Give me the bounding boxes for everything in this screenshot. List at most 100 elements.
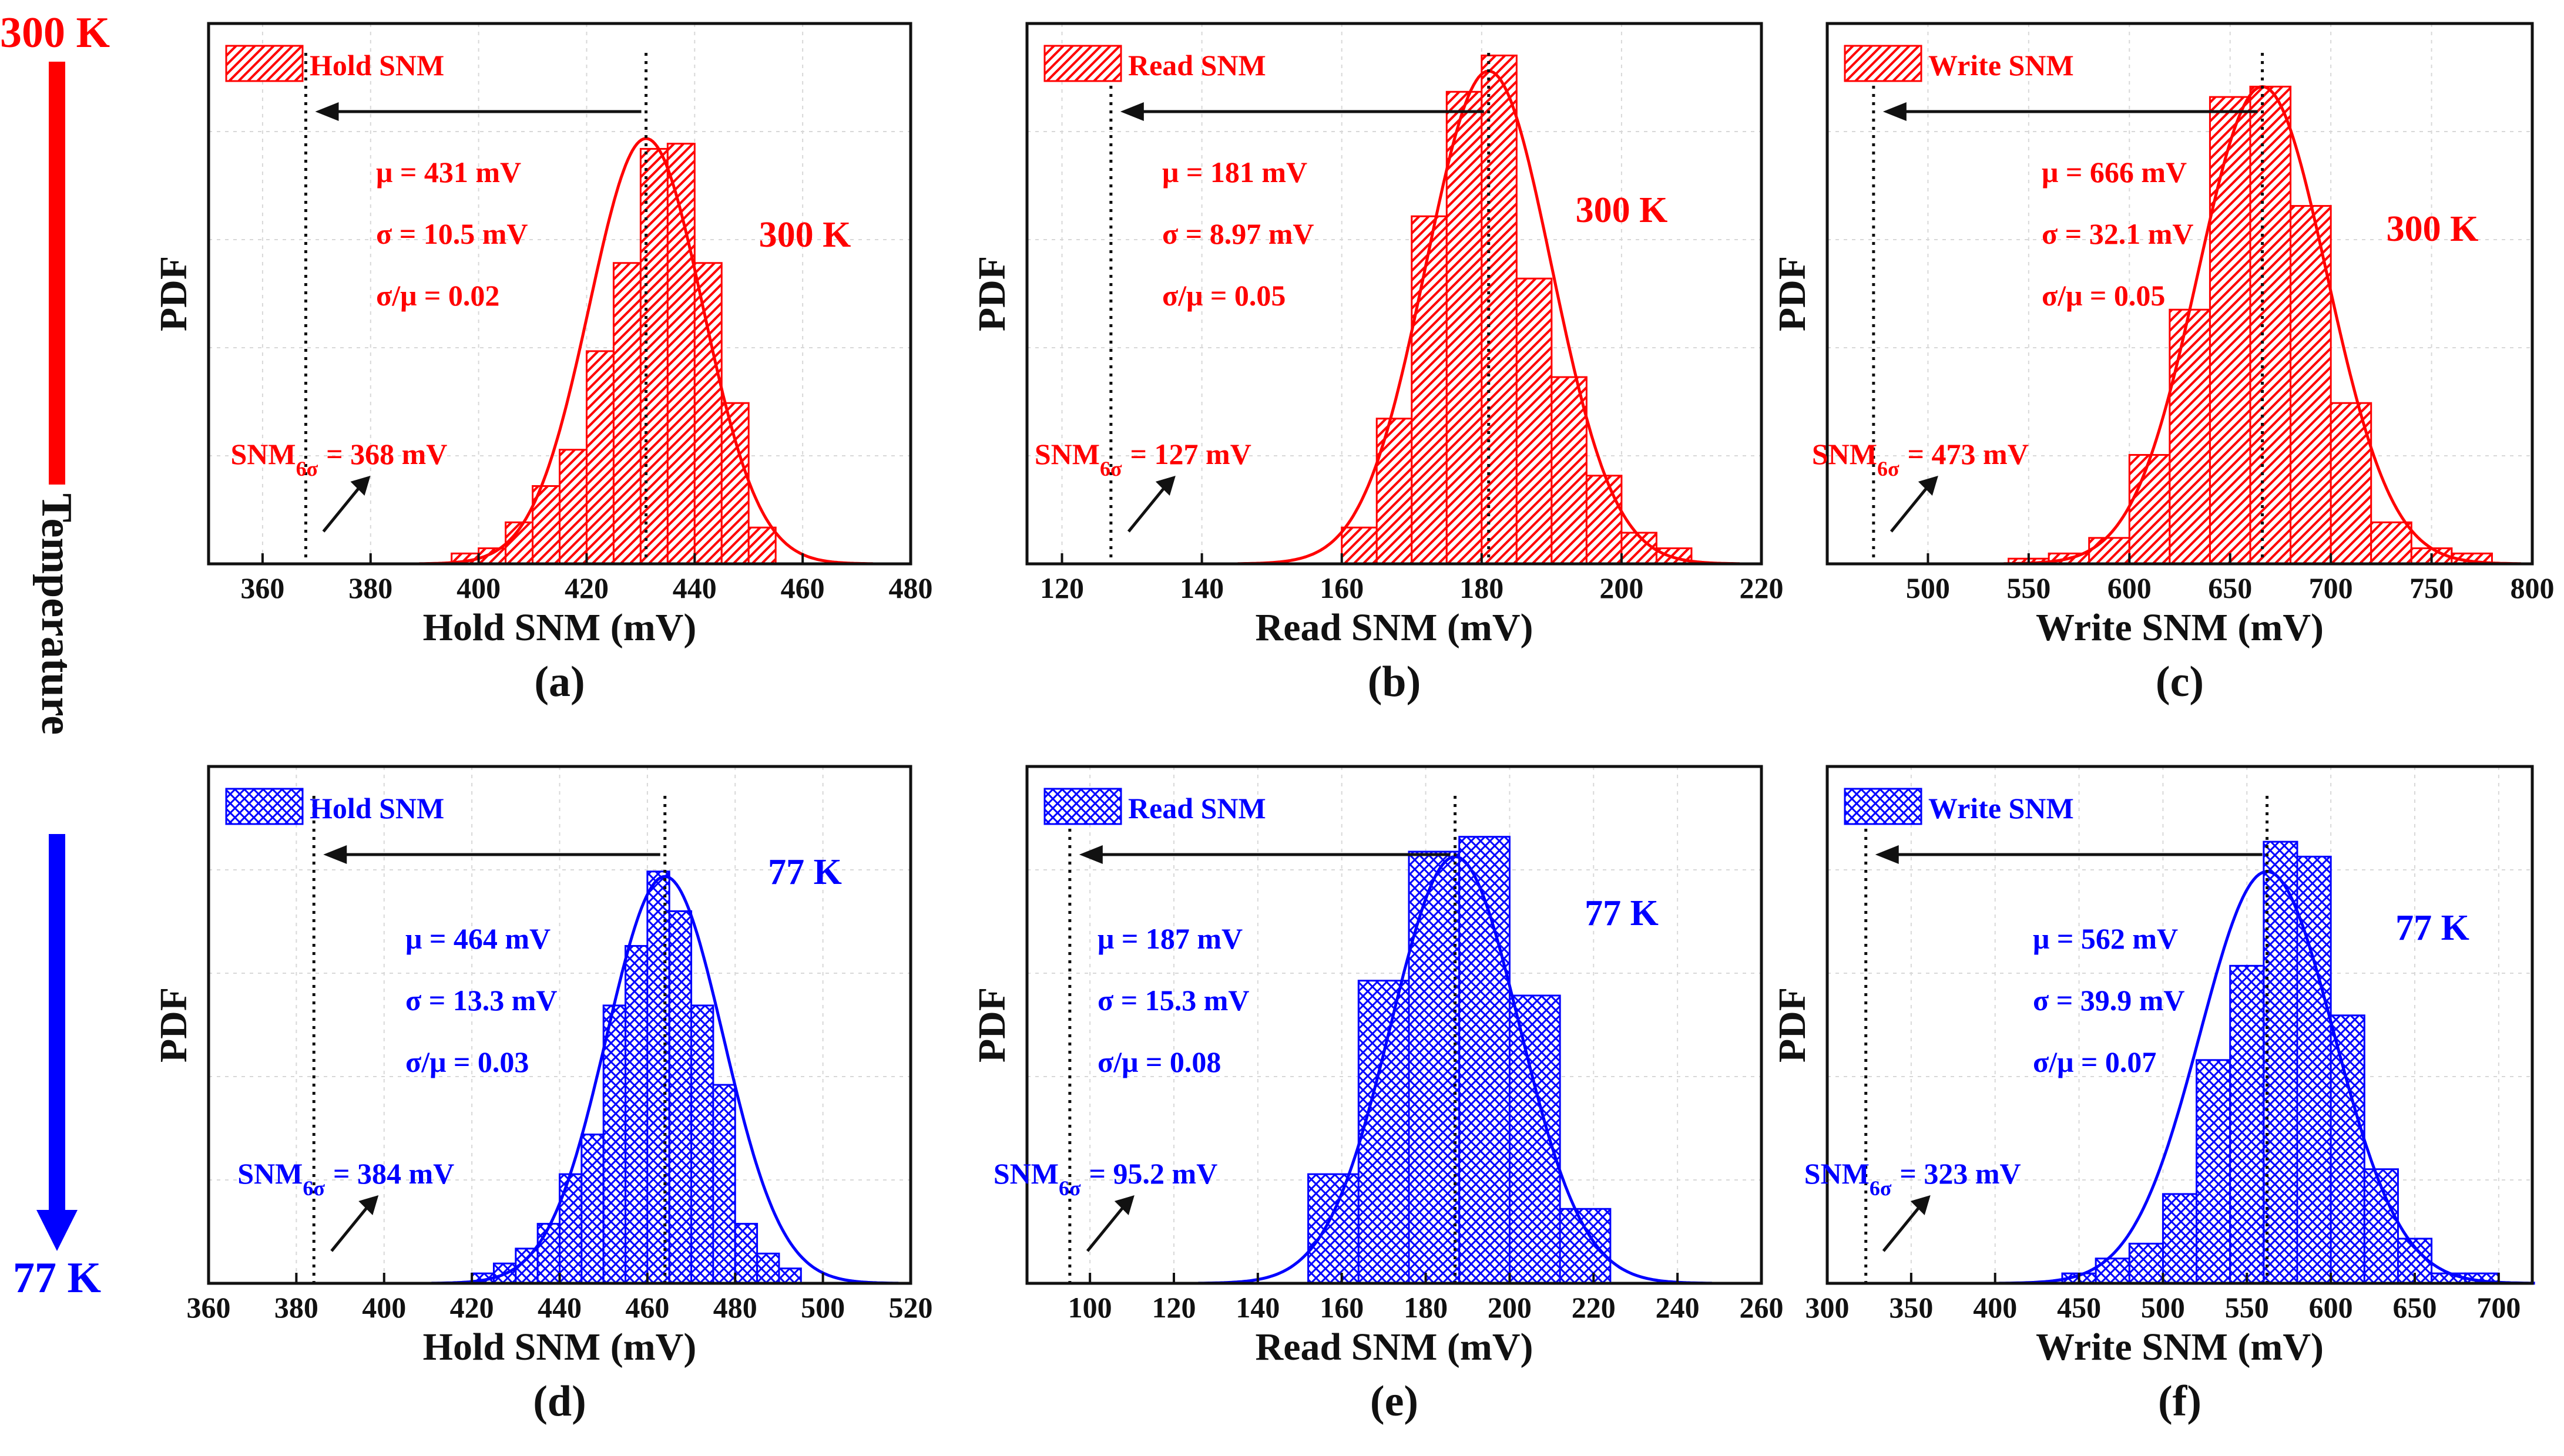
plot-frame bbox=[1825, 765, 2534, 1285]
x-tick-label: 380 bbox=[348, 571, 392, 604]
x-tick-label: 440 bbox=[673, 571, 717, 604]
histogram-bar bbox=[1357, 980, 1410, 1284]
temperature-bar-cold bbox=[49, 834, 65, 1210]
x-tick-label: 350 bbox=[1889, 1291, 1933, 1324]
legend-label: Write SNM bbox=[1928, 792, 2074, 825]
y-axis-label: PDF bbox=[152, 987, 195, 1062]
y-axis-label: PDF bbox=[1771, 256, 1814, 331]
x-tick-label: 440 bbox=[538, 1291, 582, 1324]
x-axis-label: Hold SNM (mV) bbox=[423, 606, 697, 649]
x-tick-label: 480 bbox=[889, 571, 933, 604]
snm6-pointer-arrowhead bbox=[1918, 476, 1938, 496]
gaussian-fit-curve bbox=[431, 875, 899, 1285]
panel-temperature-label: 77 K bbox=[2395, 908, 2469, 948]
y-axis-label: PDF bbox=[971, 256, 1013, 331]
chart-panel-b: 120 140 160 180 200 220 Read SNM (mV) PDF (b) Rea… bbox=[971, 22, 1784, 706]
x-tick-label: 140 bbox=[1236, 1291, 1280, 1324]
x-tick-label: 650 bbox=[2208, 571, 2252, 604]
histogram-bar bbox=[2169, 308, 2211, 565]
histogram-bar bbox=[1585, 475, 1623, 565]
sigma-label: σ = 10.5 mV bbox=[376, 217, 528, 250]
cv-label: σ/μ = 0.08 bbox=[1098, 1045, 1221, 1078]
shift-arrowhead bbox=[1875, 845, 1899, 864]
x-tick-label: 380 bbox=[274, 1291, 318, 1324]
x-ticks: 300 350 400 450 500 550 600 650 700 bbox=[1805, 1273, 2521, 1324]
snm6-subscript: 6σ bbox=[1870, 1176, 1892, 1200]
x-tick-label: 140 bbox=[1180, 571, 1224, 604]
legend-swatch bbox=[1844, 45, 1922, 82]
histogram-bar bbox=[559, 449, 588, 565]
temperature-bottom-label: 77 K bbox=[13, 1254, 101, 1302]
x-tick-label: 420 bbox=[565, 571, 609, 604]
mean-label: μ = 464 mV bbox=[405, 922, 551, 955]
cv-label: σ/μ = 0.05 bbox=[2042, 279, 2165, 312]
panel-label: (b) bbox=[1368, 658, 1421, 706]
x-axis-label: Read SNM (mV) bbox=[1256, 1326, 1533, 1368]
x-tick-label: 500 bbox=[2141, 1291, 2185, 1324]
legend-label: Hold SNM bbox=[310, 792, 444, 825]
panel-label: (a) bbox=[534, 658, 585, 706]
histogram-bar bbox=[747, 526, 777, 565]
x-tick-label: 420 bbox=[450, 1291, 494, 1324]
mean-label: μ = 431 mV bbox=[376, 156, 521, 189]
x-tick-label: 160 bbox=[1320, 571, 1364, 604]
x-axis-label: Write SNM (mV) bbox=[2036, 606, 2324, 649]
mean-label: μ = 562 mV bbox=[2033, 922, 2178, 955]
plot-frame bbox=[207, 22, 912, 566]
x-tick-label: 120 bbox=[1152, 1291, 1196, 1324]
grid bbox=[209, 23, 911, 564]
histogram-bar bbox=[2196, 1059, 2231, 1284]
x-tick-label: 520 bbox=[889, 1291, 933, 1324]
legend: Hold SNM bbox=[225, 788, 444, 825]
histogram-bars bbox=[1307, 836, 1612, 1284]
sigma-label: σ = 8.97 mV bbox=[1162, 217, 1314, 250]
plot-frame bbox=[1025, 22, 1763, 566]
x-tick-label: 120 bbox=[1040, 571, 1084, 604]
x-axis-label: Read SNM (mV) bbox=[1256, 606, 1533, 649]
snm6-pointer-arrow bbox=[1890, 483, 1931, 533]
shift-arrowhead bbox=[315, 102, 339, 121]
snm6-prefix: SNM bbox=[1812, 438, 1877, 470]
legend: Hold SNM bbox=[225, 45, 444, 82]
x-ticks: 120 140 160 180 200 220 bbox=[1040, 553, 1784, 604]
x-tick-label: 550 bbox=[2006, 571, 2050, 604]
histogram-bar bbox=[559, 1173, 583, 1284]
snm6-value: = 368 mV bbox=[326, 438, 447, 470]
panel-temperature-label: 300 K bbox=[1576, 190, 1668, 230]
temperature-top-label: 300 K bbox=[0, 9, 110, 57]
x-tick-label: 260 bbox=[1740, 1291, 1784, 1324]
y-axis-label: PDF bbox=[152, 256, 195, 331]
histogram-bar bbox=[2229, 964, 2265, 1284]
panel-label: (c) bbox=[2156, 658, 2204, 706]
panel-temperature-label: 300 K bbox=[759, 215, 851, 255]
x-tick-label: 500 bbox=[801, 1291, 845, 1324]
histogram-bar bbox=[1559, 1208, 1612, 1284]
x-axis-label: Hold SNM (mV) bbox=[423, 1326, 697, 1368]
shift-arrowhead bbox=[323, 845, 347, 864]
chart-panel-c: 500 550 600 650 700 750 800 Write SNM (mV) PDF (c… bbox=[1771, 22, 2555, 706]
legend-label: Write SNM bbox=[1928, 49, 2074, 82]
histogram-bar bbox=[2128, 1242, 2164, 1284]
legend-swatch bbox=[225, 788, 304, 825]
shift-arrowhead bbox=[1882, 102, 1907, 121]
snm6-label: SNM6σ = 384 mV bbox=[237, 1157, 454, 1200]
legend-swatch bbox=[1844, 788, 1922, 825]
histogram-bar bbox=[712, 1084, 736, 1284]
legend-swatch bbox=[225, 45, 304, 82]
legend: Read SNM bbox=[1043, 45, 1266, 82]
grid bbox=[1827, 23, 2533, 564]
histogram-bar bbox=[612, 262, 642, 565]
histogram-bar bbox=[1551, 376, 1588, 565]
histogram-bar bbox=[1411, 215, 1448, 565]
x-tick-label: 360 bbox=[240, 571, 284, 604]
histogram-bar bbox=[2128, 454, 2171, 565]
histogram-bar bbox=[1445, 90, 1483, 565]
histogram-bar bbox=[756, 1252, 780, 1284]
x-tick-label: 400 bbox=[1973, 1291, 2017, 1324]
histogram-bar bbox=[1458, 836, 1511, 1284]
histogram-bar bbox=[693, 262, 723, 565]
snm6-label: SNM6σ = 95.2 mV bbox=[994, 1157, 1217, 1200]
cv-label: σ/μ = 0.02 bbox=[376, 279, 499, 312]
legend: Read SNM bbox=[1043, 788, 1266, 825]
legend: Write SNM bbox=[1844, 45, 2074, 82]
